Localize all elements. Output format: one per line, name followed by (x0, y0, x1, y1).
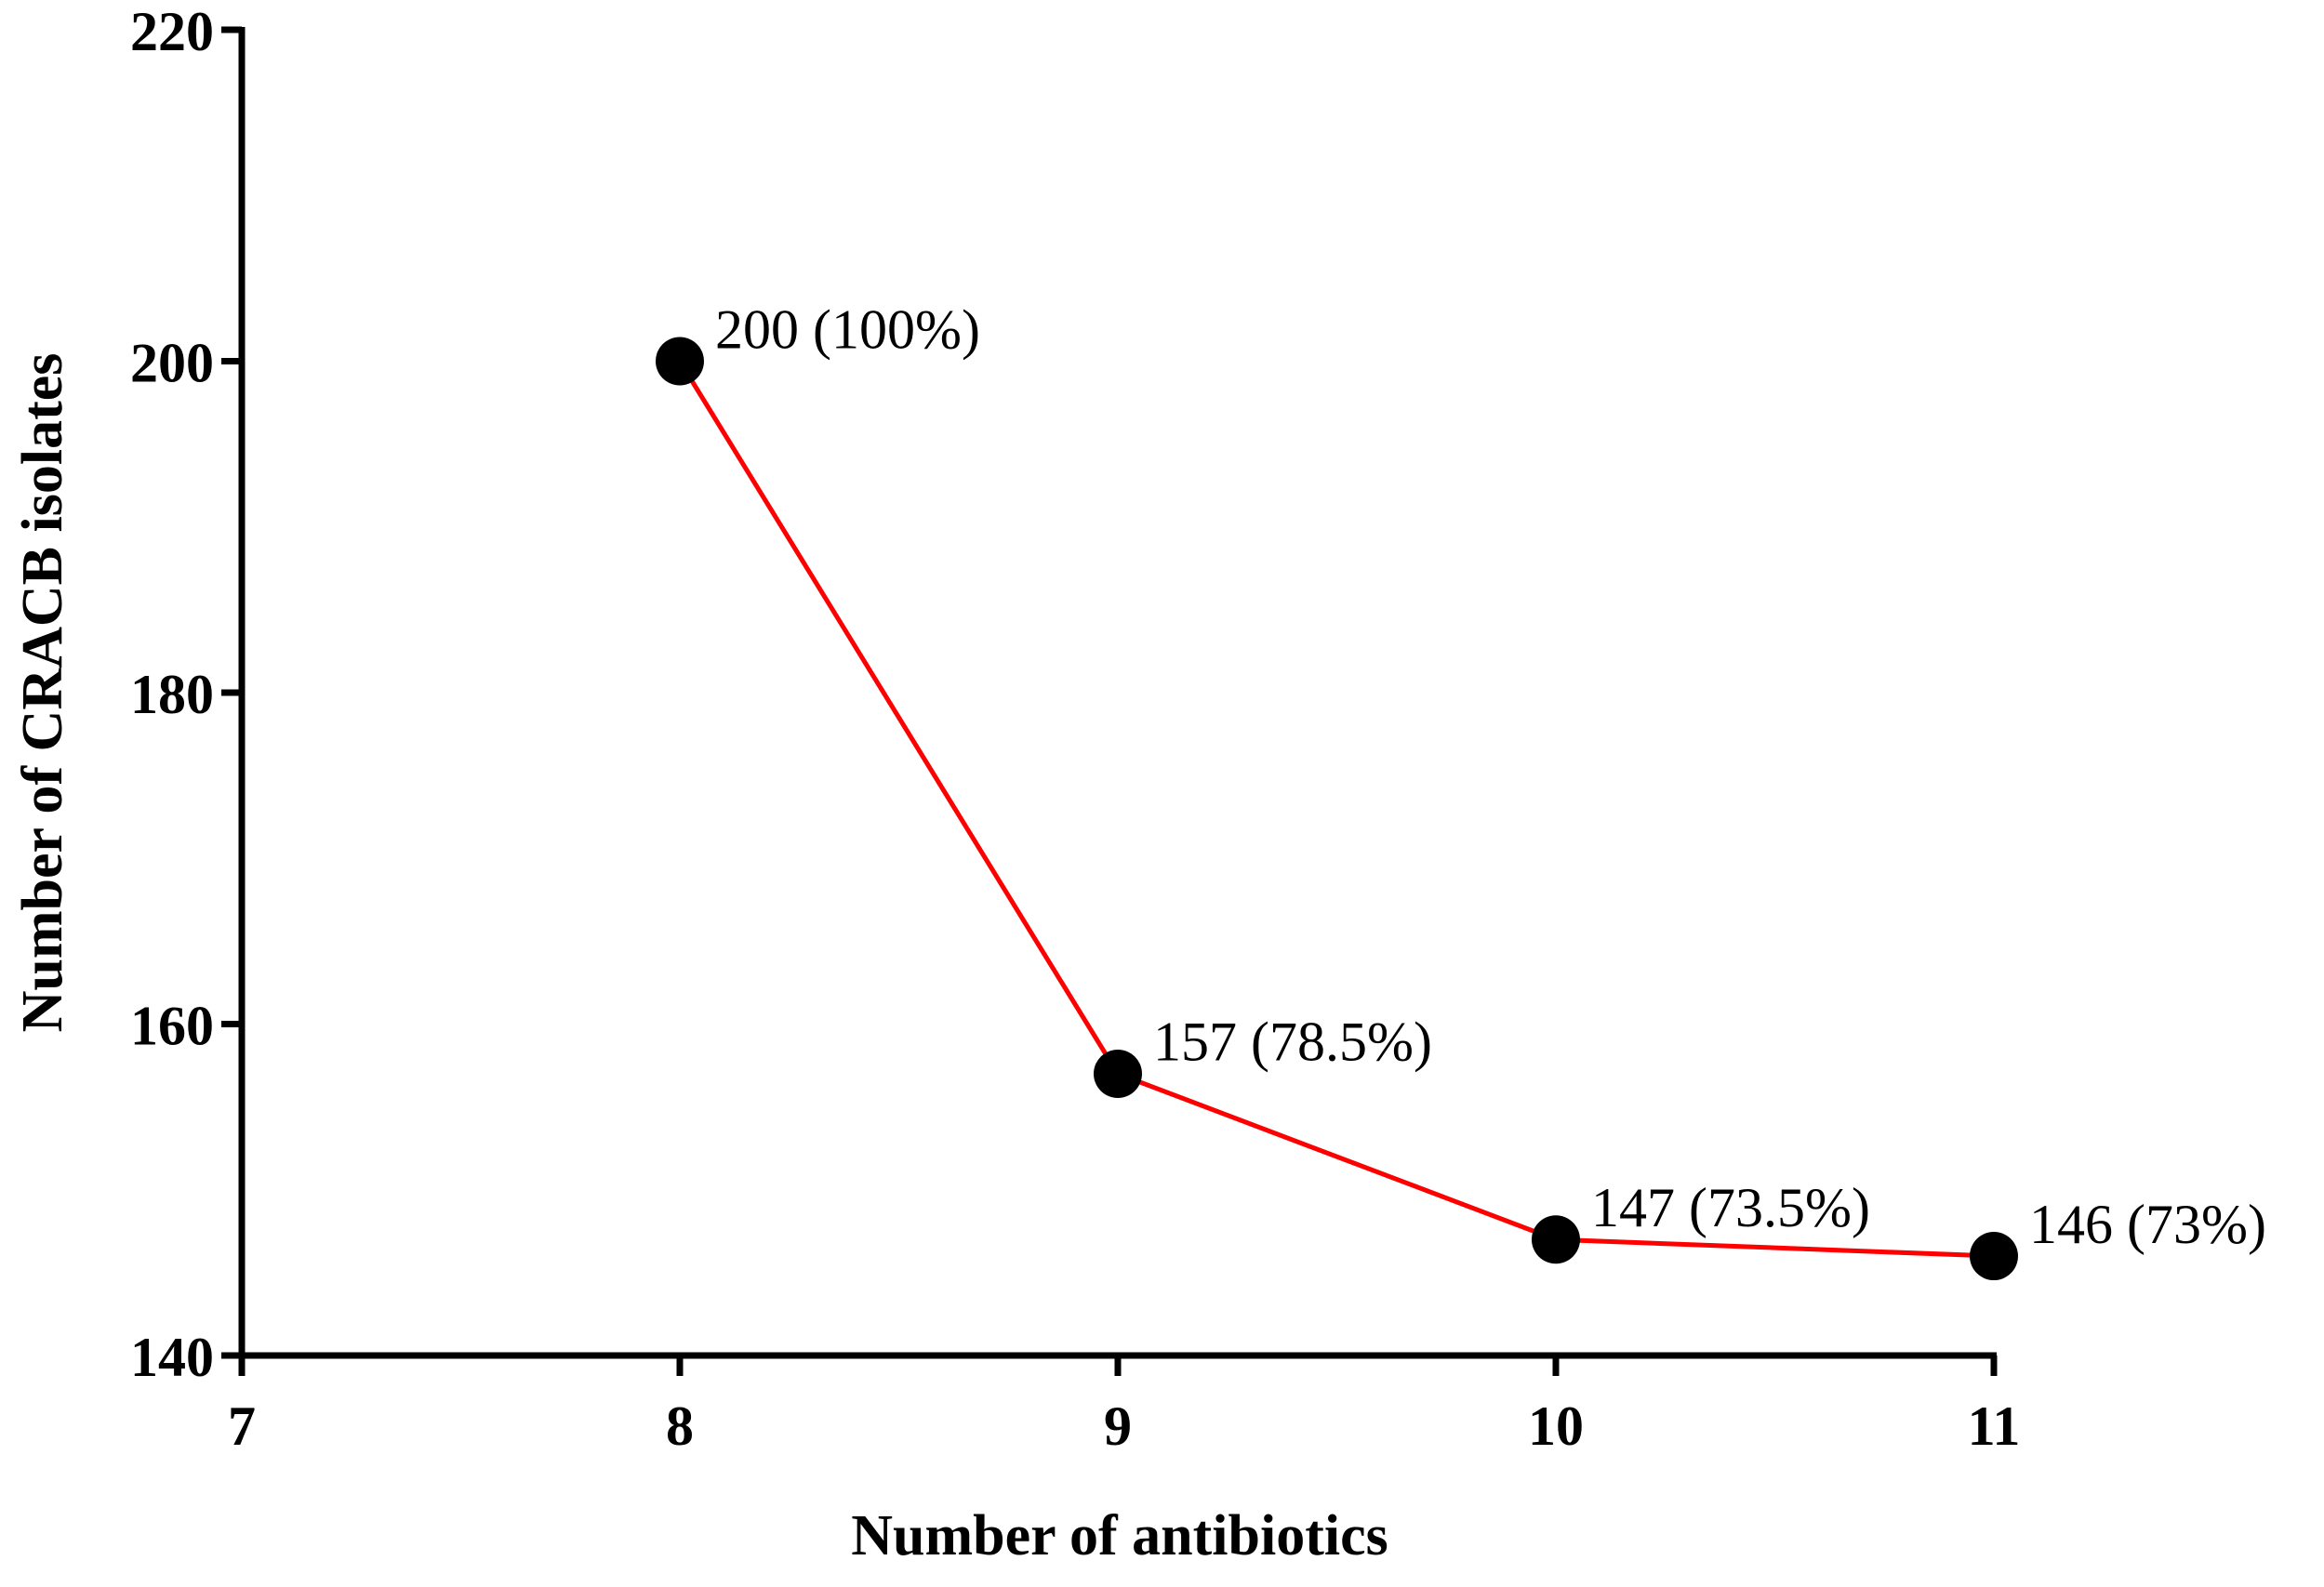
y-tick-label: 160 (130, 995, 214, 1056)
value-label: 200 (100%) (715, 298, 980, 360)
y-tick-label: 220 (130, 1, 214, 62)
x-tick-label: 9 (1104, 1395, 1132, 1457)
marker (656, 337, 704, 386)
x-tick-label: 8 (666, 1395, 694, 1457)
line (677, 360, 1995, 1259)
y-tick-label: 140 (130, 1327, 214, 1388)
x-tick-label: 7 (228, 1395, 256, 1457)
marker (1532, 1215, 1580, 1264)
marker (1094, 1049, 1142, 1098)
value-label: 157 (78.5%) (1153, 1012, 1432, 1073)
x-tick-label: 10 (1528, 1395, 1584, 1457)
value-label: 147 (73.5%) (1591, 1177, 1870, 1238)
x-axis-title: Number of antibiotics (851, 1504, 1388, 1567)
x-tick-label: 11 (1968, 1395, 2021, 1457)
y-tick-label: 200 (130, 332, 214, 393)
y-axis-title: Number of CRACB isolates (11, 353, 74, 1033)
y-tick-label: 180 (130, 664, 214, 725)
marker (1970, 1232, 2018, 1281)
value-label: 146 (73%) (2029, 1194, 2266, 1255)
